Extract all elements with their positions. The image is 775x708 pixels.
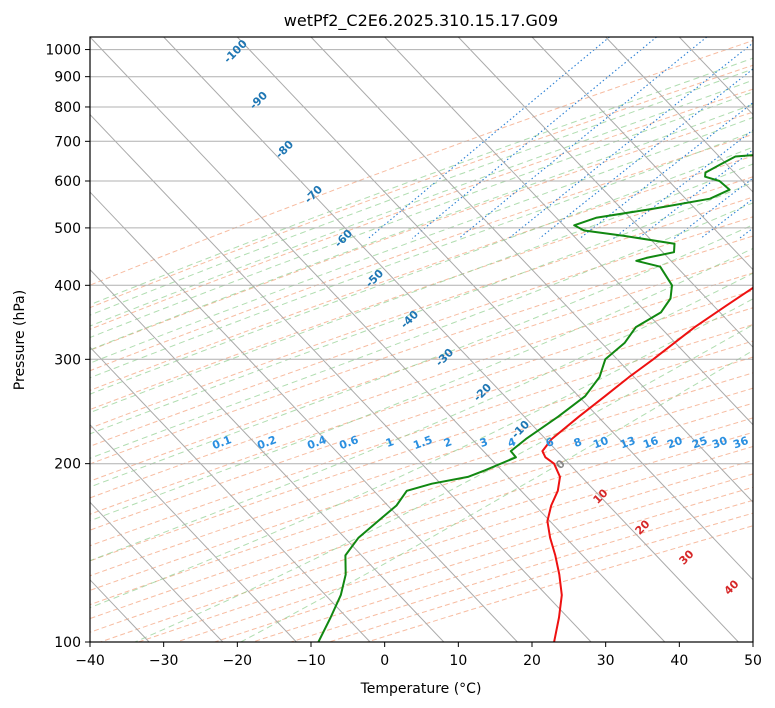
dry-adiabat-line [90, 176, 753, 411]
moist-adiabat-line [90, 57, 753, 306]
x-tick-label: 30 [597, 653, 615, 669]
x-tick-label: 0 [380, 653, 389, 669]
mixing-ratio-label: 0.2 [255, 433, 278, 452]
dry-adiabat-line [90, 216, 753, 447]
mixing-ratio-label: 30 [710, 434, 729, 452]
dry-adiabat-line [90, 307, 753, 531]
mixing-ratio-line [508, 42, 753, 239]
mixing-ratio-line [673, 177, 753, 239]
x-tick-label: −30 [149, 653, 179, 669]
moist-adiabat-line [90, 68, 753, 316]
dry-adiabat-line [90, 324, 753, 547]
mixing-ratio-label: 25 [690, 434, 709, 451]
dry-adiabat-line [90, 196, 753, 429]
isotherm-line [90, 346, 371, 642]
x-tick-label: 50 [744, 653, 762, 669]
isotherm-line [605, 37, 753, 193]
moist-adiabat-line [90, 224, 753, 488]
mixing-ratio-label: 16 [641, 434, 660, 452]
isotherm-line [163, 37, 739, 642]
plot-frame [89, 36, 754, 643]
mixing-ratio-label: 3 [478, 435, 490, 450]
mixing-ratio-label: 0.6 [337, 433, 360, 452]
dry-adiabat-line [90, 372, 753, 591]
mixing-ratio-label: 2 [442, 435, 454, 450]
x-axis-ticks: −40 −30 −20 −10 0 10 20 30 40 50 [75, 642, 762, 669]
moist-adiabat-line [90, 79, 753, 327]
temperature-trace [541, 286, 753, 642]
dry-adiabat-line [90, 64, 753, 309]
mixing-ratio-label: 36 [731, 434, 750, 452]
dry-adiabat-line [90, 133, 753, 372]
mixing-ratio-line [411, 37, 657, 239]
dry-adiabat-line [90, 235, 753, 465]
mixing-ratio-label: 6 [544, 435, 556, 450]
isotherm-line [531, 37, 753, 271]
isotherm-line [90, 268, 445, 642]
isotherm-line [384, 37, 753, 426]
sounding-traces [317, 154, 753, 642]
mixing-ratio-label: 10 [591, 434, 610, 452]
moist-adiabat-line [90, 146, 753, 395]
chart-title: wetPf2_C2E6.2025.310.15.17.G09 [284, 11, 558, 31]
y-tick-label: 900 [54, 70, 81, 86]
dry-adiabat-line [90, 254, 753, 482]
moist-adiabat-line [90, 91, 753, 339]
y-axis-label: Pressure (hPa) [12, 290, 28, 390]
y-tick-label: 1000 [45, 43, 81, 59]
isotherm-line [90, 37, 666, 642]
mixing-ratio-label: 0.4 [305, 433, 328, 452]
x-tick-label: −20 [223, 653, 253, 669]
y-axis-ticks: 100 200 300 400 500 600 700 800 900 1000 [45, 43, 90, 651]
y-tick-label: 200 [54, 457, 81, 473]
dry-adiabat-line [90, 272, 753, 499]
y-tick-label: 400 [54, 278, 81, 294]
dry-adiabat-line [90, 356, 753, 577]
dry-adiabats [90, 40, 753, 642]
isotherm-line [90, 501, 224, 642]
pressure-gridlines [90, 49, 753, 642]
mixing-ratio-label: 0.1 [210, 433, 233, 452]
mixing-ratio-line [579, 101, 753, 239]
x-tick-label: 20 [523, 653, 541, 669]
dry-adiabat-line [90, 88, 753, 330]
isotherm-line [236, 37, 753, 581]
moist-adiabats [90, 57, 753, 642]
mixing-ratio-label: 1 [384, 435, 396, 450]
isotherm-line [457, 37, 753, 348]
y-tick-label: 800 [54, 100, 81, 116]
dry-adiabat-line [90, 387, 753, 606]
mixing-ratio-lines [368, 37, 753, 239]
y-tick-label: 600 [54, 174, 81, 190]
dry-adiabat-line [90, 340, 753, 562]
isotherm-line [310, 37, 753, 503]
x-tick-label: −10 [296, 653, 326, 669]
moist-adiabat-line [90, 298, 753, 609]
mixing-ratio-label: 20 [665, 434, 684, 452]
y-tick-label: 700 [54, 134, 81, 150]
isotherm-line [90, 113, 592, 642]
dry-adiabat-line [90, 40, 753, 286]
mixing-ratio-label: 1.5 [411, 433, 434, 452]
dewpoint-trace [317, 154, 753, 642]
x-tick-label: 40 [670, 653, 688, 669]
isotherm-line [90, 191, 518, 642]
x-axis-label: Temperature (°C) [360, 681, 482, 697]
isotherm-line [90, 423, 297, 642]
isotherms [90, 37, 753, 642]
x-tick-label: −40 [75, 653, 105, 669]
x-tick-label: 10 [449, 653, 467, 669]
y-tick-label: 300 [54, 352, 81, 368]
moist-adiabat-line [90, 181, 753, 435]
mixing-ratio-label: 13 [618, 434, 637, 451]
mixing-ratio-label: 4 [506, 435, 518, 450]
dry-adiabat-line [90, 289, 753, 515]
y-tick-label: 500 [54, 221, 81, 237]
mixing-ratio-label: 8 [572, 435, 584, 450]
y-tick-label: 100 [54, 635, 81, 651]
